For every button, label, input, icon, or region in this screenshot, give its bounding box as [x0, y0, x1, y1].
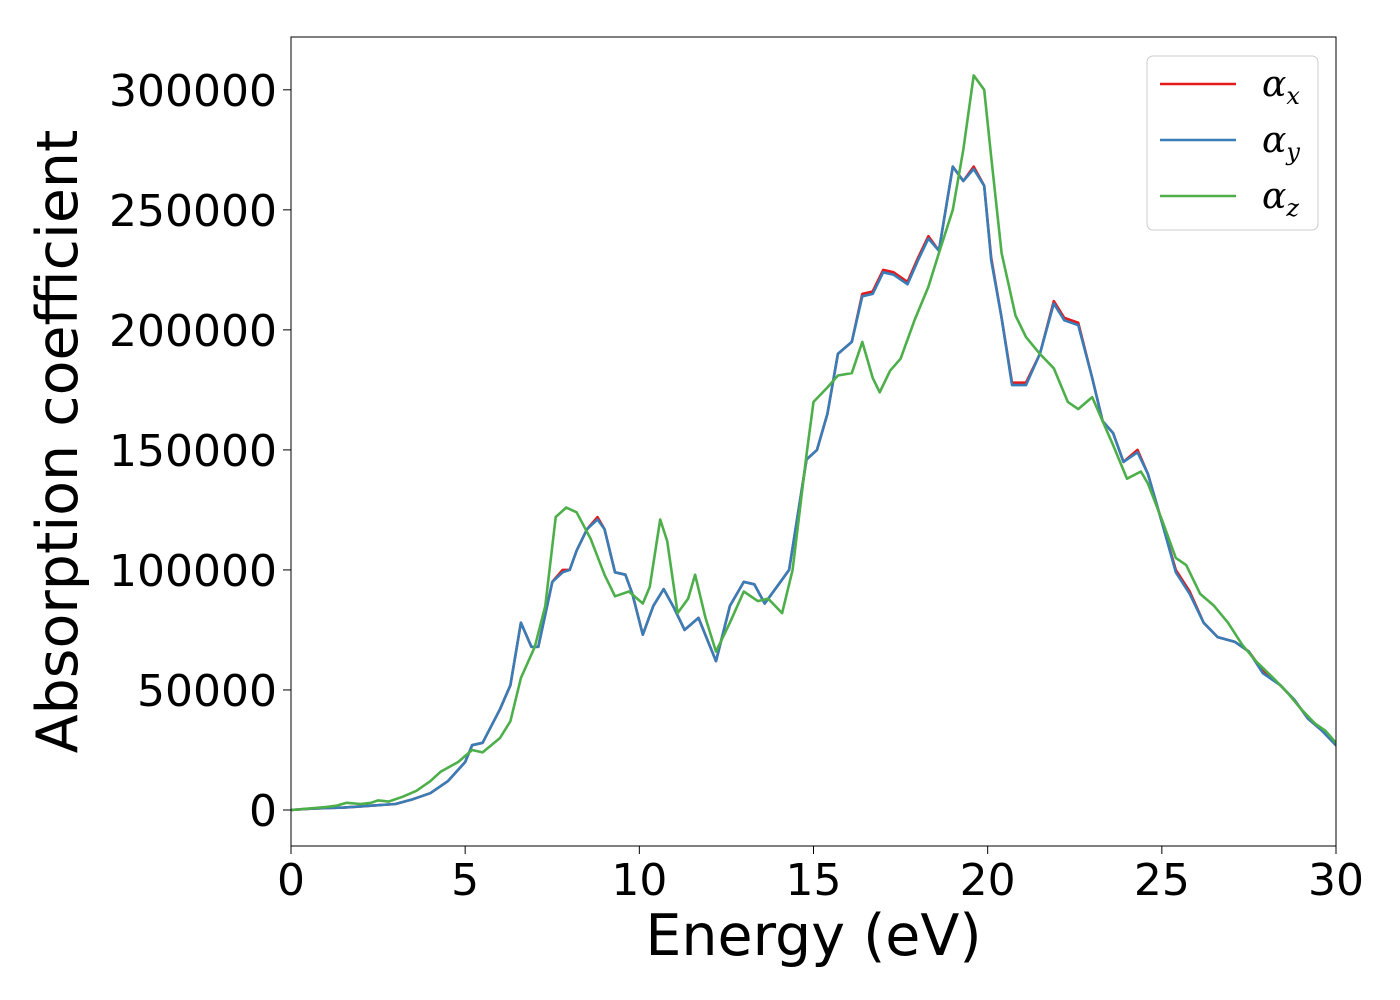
- series-layer: [291, 74, 1336, 812]
- series-line-z: [291, 74, 1336, 812]
- y-axis-title: Absorption coefficient: [25, 130, 91, 754]
- x-tick-label: 10: [611, 855, 667, 906]
- x-tick-label: 15: [786, 855, 842, 906]
- x-tick-label: 30: [1308, 855, 1364, 906]
- y-tick-label: 0: [249, 786, 277, 837]
- x-tick-label: 5: [451, 855, 479, 906]
- y-tick-label: 300000: [109, 66, 277, 117]
- x-tick-label: 25: [1134, 855, 1190, 906]
- x-tick-label: 20: [960, 855, 1016, 906]
- x-tick-label: 0: [277, 855, 305, 906]
- legend-box: [1146, 55, 1319, 231]
- y-tick-label: 50000: [137, 666, 277, 717]
- y-tick-label: 100000: [109, 546, 277, 597]
- plot-area: [290, 36, 1337, 847]
- x-axis-title: Energy (eV): [645, 903, 981, 969]
- series-line-y: [291, 165, 1336, 812]
- x-axis: 0 5 10 15 20 25 30: [277, 846, 1364, 906]
- y-tick-label: 250000: [109, 186, 277, 237]
- y-axis: 0 50000 100000 150000 200000 250000 300000: [109, 66, 291, 837]
- y-tick-label: 150000: [109, 426, 277, 477]
- y-tick-label: 200000: [109, 306, 277, 357]
